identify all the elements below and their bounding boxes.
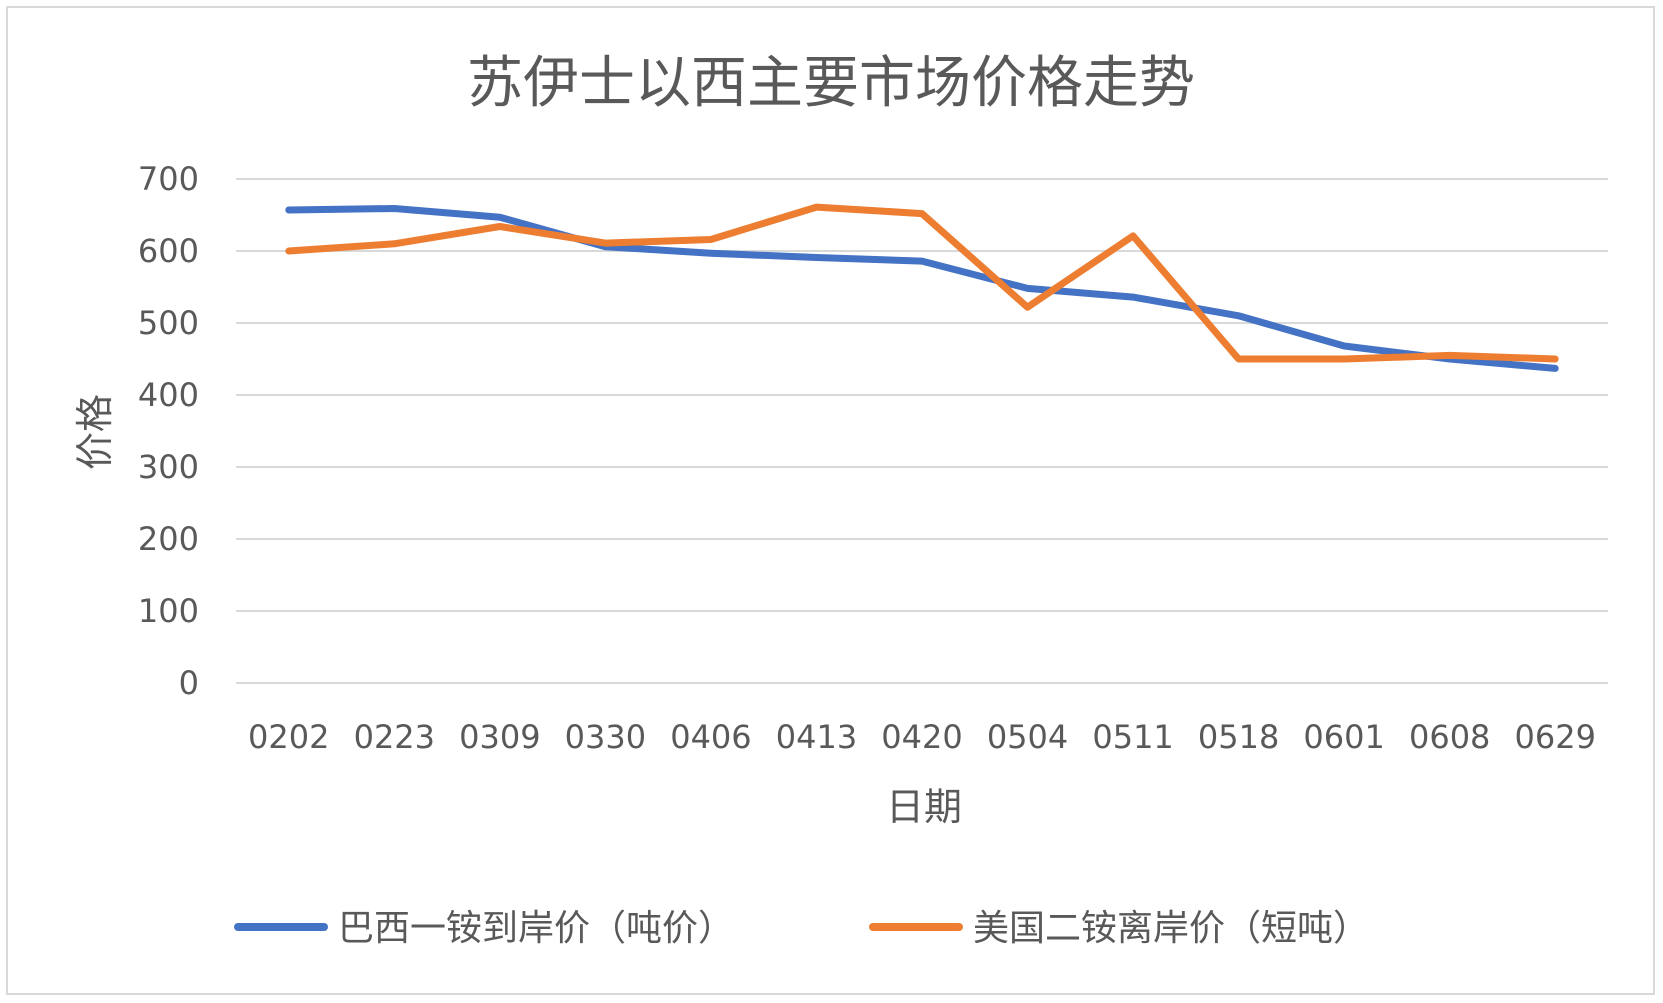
data-point [815, 256, 817, 258]
legend: 巴西一铵到岸价（吨价） 美国二铵离岸价（短吨） [234, 908, 1369, 949]
x-tick-label: 0518 [1198, 718, 1279, 756]
x-tick-label: 0629 [1515, 718, 1596, 756]
y-tick-label: 700 [138, 160, 199, 198]
data-point [393, 243, 395, 245]
y-axis-title: 价格 [73, 394, 117, 470]
x-axis-tick-labels: 0202 0223 0309 0330 0406 0413 0420 0504 0511 0518… [248, 718, 1596, 756]
y-tick-label: 400 [138, 376, 199, 414]
series-line-2 [285, 203, 1559, 363]
legend-label: 巴西一铵到岸价（吨价） [338, 908, 734, 949]
x-tick-label: 0330 [565, 718, 646, 756]
x-tick-label: 0406 [670, 718, 751, 756]
y-tick-label: 300 [138, 448, 199, 486]
x-tick-label: 0601 [1303, 718, 1384, 756]
y-tick-label: 600 [138, 232, 199, 270]
data-point [1554, 367, 1556, 369]
data-point [710, 252, 712, 254]
data-point [921, 213, 923, 215]
y-tick-label: 100 [138, 592, 199, 630]
data-point [1132, 235, 1134, 237]
data-point [1343, 345, 1345, 347]
x-tick-label: 0309 [459, 718, 540, 756]
x-tick-label: 0223 [354, 718, 435, 756]
data-point [1449, 354, 1451, 356]
y-tick-label: 200 [138, 520, 199, 558]
data-point [1132, 296, 1134, 298]
x-tick-label: 0511 [1092, 718, 1173, 756]
x-tick-label: 0608 [1409, 718, 1490, 756]
data-point [499, 226, 501, 228]
gridlines [236, 178, 1608, 684]
y-tick-label: 500 [138, 304, 199, 342]
data-point [1027, 306, 1029, 308]
chart-frame [6, 6, 1655, 995]
series-lines [285, 203, 1559, 372]
legend-label: 美国二铵离岸价（短吨） [973, 908, 1369, 949]
data-point [1238, 358, 1240, 360]
data-point [604, 242, 606, 244]
data-point [499, 216, 501, 218]
data-point [921, 260, 923, 262]
y-tick-label: 0 [179, 664, 199, 702]
x-tick-label: 0420 [881, 718, 962, 756]
data-point [393, 208, 395, 210]
data-point [815, 206, 817, 208]
chart-title: 苏伊士以西主要市场价格走势 [467, 51, 1195, 116]
data-point [1554, 358, 1556, 360]
x-tick-label: 0413 [776, 718, 857, 756]
data-point [288, 250, 290, 252]
data-point [1027, 287, 1029, 289]
x-tick-label: 0202 [248, 718, 329, 756]
data-point [1238, 315, 1240, 317]
data-point [710, 238, 712, 240]
x-axis-title: 日期 [886, 785, 962, 829]
data-point [1343, 358, 1345, 360]
y-axis-tick-labels: 0 100 200 300 400 500 600 700 [138, 160, 199, 702]
x-tick-label: 0504 [987, 718, 1068, 756]
data-point [288, 209, 290, 211]
